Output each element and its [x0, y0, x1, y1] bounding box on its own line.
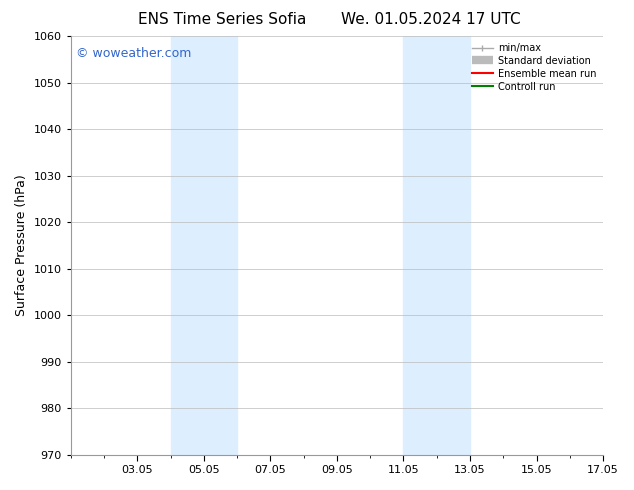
- Text: We. 01.05.2024 17 UTC: We. 01.05.2024 17 UTC: [341, 12, 521, 27]
- Y-axis label: Surface Pressure (hPa): Surface Pressure (hPa): [15, 174, 28, 316]
- Legend: min/max, Standard deviation, Ensemble mean run, Controll run: min/max, Standard deviation, Ensemble me…: [468, 39, 600, 96]
- Bar: [171, 36, 237, 455]
- Text: ENS Time Series Sofia: ENS Time Series Sofia: [138, 12, 306, 27]
- Bar: [403, 36, 470, 455]
- Text: © woweather.com: © woweather.com: [76, 47, 191, 60]
